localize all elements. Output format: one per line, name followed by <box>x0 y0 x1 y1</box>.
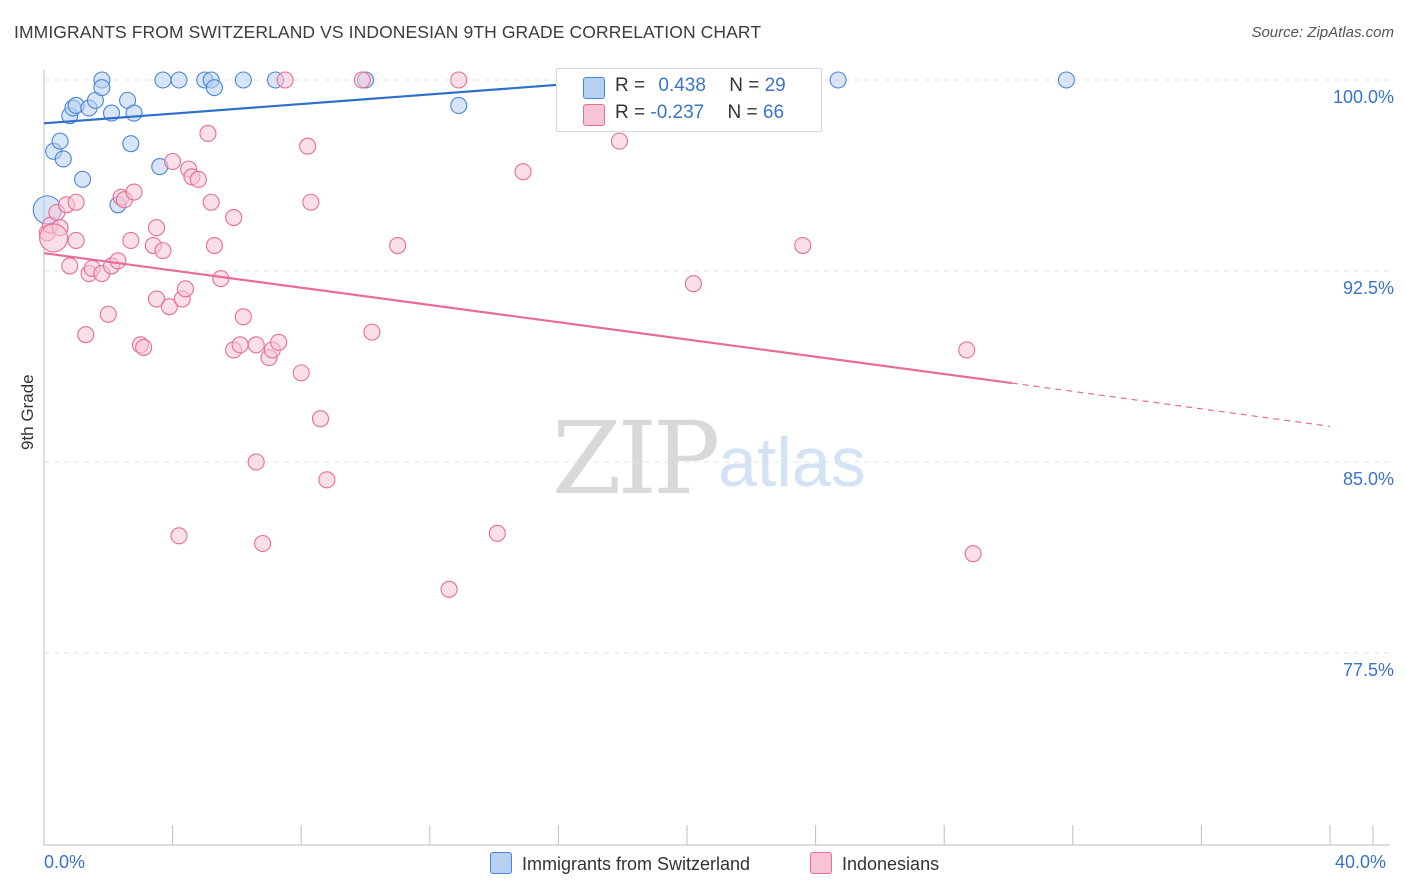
y-tick-label-85: 85.0% <box>1342 469 1394 489</box>
point-pink <box>147 290 166 308</box>
point-pink <box>164 152 182 171</box>
point-blue <box>54 150 72 168</box>
legend-swatch-blue <box>583 77 605 99</box>
point-pink <box>488 524 506 542</box>
y-tick-label-100: 100.0% <box>1332 87 1394 107</box>
point-pink <box>318 471 336 489</box>
legend-r-label: R = <box>615 102 651 123</box>
trend-line-blue <box>43 78 623 125</box>
legend-r-value: 0.438 <box>658 75 706 96</box>
trend-line-pink <box>43 252 1012 385</box>
point-pink <box>234 308 252 326</box>
point-pink <box>247 336 265 354</box>
bottom-legend-swatch-pink <box>810 852 832 874</box>
y-tick-label-92-5: 92.5% <box>1342 278 1394 298</box>
bottom-legend-label: Immigrants from Switzerland <box>522 854 751 874</box>
point-pink <box>292 364 310 382</box>
point-pink <box>794 236 812 255</box>
x-tick-label-min: 0.0% <box>44 852 86 872</box>
point-blue <box>829 71 847 89</box>
source-label: Source: ZipAtlas.com <box>1251 24 1394 41</box>
point-blue <box>154 71 172 89</box>
point-pink <box>109 252 127 270</box>
point-pink <box>61 257 79 275</box>
point-pink <box>125 183 143 201</box>
point-pink <box>170 527 188 545</box>
legend-n-label: N = <box>727 102 763 123</box>
point-pink <box>684 275 702 293</box>
point-blue <box>122 135 140 153</box>
point-pink <box>964 545 982 563</box>
bottom-legend-swatch-blue <box>490 852 512 874</box>
point-pink <box>67 193 85 211</box>
point-pink <box>67 231 85 249</box>
point-blue <box>93 79 111 97</box>
chart-title: IMMIGRANTS FROM SWITZERLAND VS INDONESIA… <box>14 22 762 42</box>
point-pink <box>189 170 207 188</box>
point-pink <box>270 333 288 351</box>
x-tick-label-max: 40.0% <box>1335 852 1387 872</box>
point-pink <box>99 305 117 323</box>
y-axis-title: 9th Grade <box>18 374 37 450</box>
bottom-legend-indonesians: Indonesians <box>810 852 939 875</box>
point-pink <box>77 326 95 344</box>
point-blue <box>74 170 92 188</box>
point-pink <box>205 236 223 255</box>
point-pink <box>154 242 172 260</box>
point-pink <box>450 71 468 89</box>
point-pink <box>199 124 217 143</box>
point-pink <box>958 341 976 359</box>
legend-n-value: 66 <box>762 102 785 123</box>
point-pink <box>147 219 166 237</box>
point-blue <box>170 71 188 89</box>
point-pink <box>389 236 407 255</box>
point-pink <box>440 580 458 598</box>
trend-line-extension-pink <box>1011 382 1331 427</box>
point-blue <box>125 104 143 122</box>
legend-n-value: 29 <box>764 75 786 96</box>
point-pink <box>514 163 532 181</box>
point-blue <box>450 96 468 115</box>
point-pink <box>202 193 220 211</box>
point-pink <box>254 534 272 553</box>
point-pink <box>302 193 320 211</box>
point-pink <box>610 132 629 150</box>
legend-r-value: -0.237 <box>650 102 705 123</box>
point-pink <box>311 410 330 428</box>
point-blue <box>51 132 69 150</box>
legend-swatch-pink <box>583 104 605 126</box>
legend-r-label: R = <box>615 75 651 96</box>
point-blue <box>234 71 252 89</box>
watermark-zip: ZIP <box>552 400 720 517</box>
point-blue <box>1057 71 1075 89</box>
stats-legend: R = 0.438 N = 29 R = -0.237 N = 66 <box>556 68 822 132</box>
point-pink <box>276 71 294 89</box>
point-pink <box>135 338 153 356</box>
point-pink <box>353 71 371 89</box>
point-pink <box>176 280 195 298</box>
bottom-legend-switzerland: Immigrants from Switzerland <box>490 852 750 875</box>
point-pink <box>231 336 249 354</box>
point-pink <box>299 137 317 155</box>
watermark-atlas: atlas <box>718 423 866 501</box>
point-pink <box>122 231 140 249</box>
point-pink <box>39 223 69 253</box>
point-blue <box>205 79 223 97</box>
point-pink <box>160 298 178 316</box>
y-tick-label-77-5: 77.5% <box>1342 660 1394 680</box>
point-pink <box>247 453 265 471</box>
bottom-legend-label: Indonesians <box>842 854 940 874</box>
point-pink <box>363 323 381 341</box>
legend-n-label: N = <box>729 75 765 96</box>
point-pink <box>225 208 243 227</box>
